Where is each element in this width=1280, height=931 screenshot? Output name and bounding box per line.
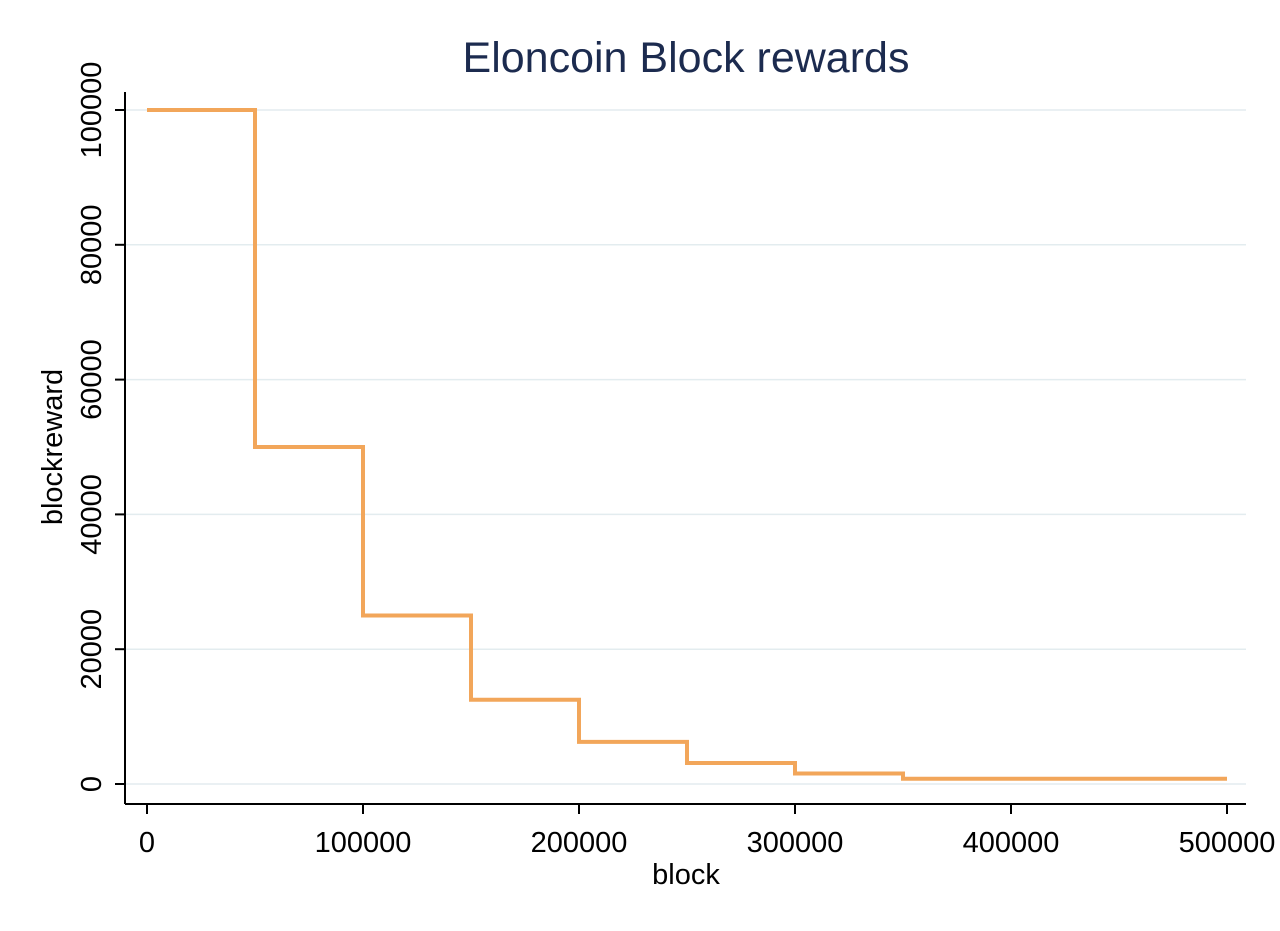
x-tick-label: 300000 (747, 827, 844, 859)
x-tick-label: 0 (139, 827, 155, 859)
y-axis-label: blockreward (37, 369, 69, 525)
chart-title: Eloncoin Block rewards (463, 34, 910, 82)
series-line (147, 108, 1227, 781)
x-tick-label: 200000 (531, 827, 628, 859)
y-tick-label: 100000 (76, 62, 108, 159)
y-tick-label: 80000 (76, 204, 108, 285)
y-tick-label: 60000 (76, 339, 108, 420)
x-tick-label: 100000 (315, 827, 412, 859)
x-axis-label: block (652, 859, 720, 891)
grid-lines (125, 109, 1246, 785)
x-axis-ticks: 0 100000 200000 300000 400000 500000 (139, 804, 1275, 859)
y-tick-label: 40000 (76, 474, 108, 555)
series-layer (147, 108, 1227, 781)
y-axis-ticks: 0 20000 40000 60000 80000 100000 (76, 62, 125, 792)
y-tick-label: 0 (76, 776, 108, 792)
y-tick-label: 20000 (76, 609, 108, 690)
x-tick-label: 400000 (963, 827, 1060, 859)
x-tick-label: 500000 (1179, 827, 1276, 859)
